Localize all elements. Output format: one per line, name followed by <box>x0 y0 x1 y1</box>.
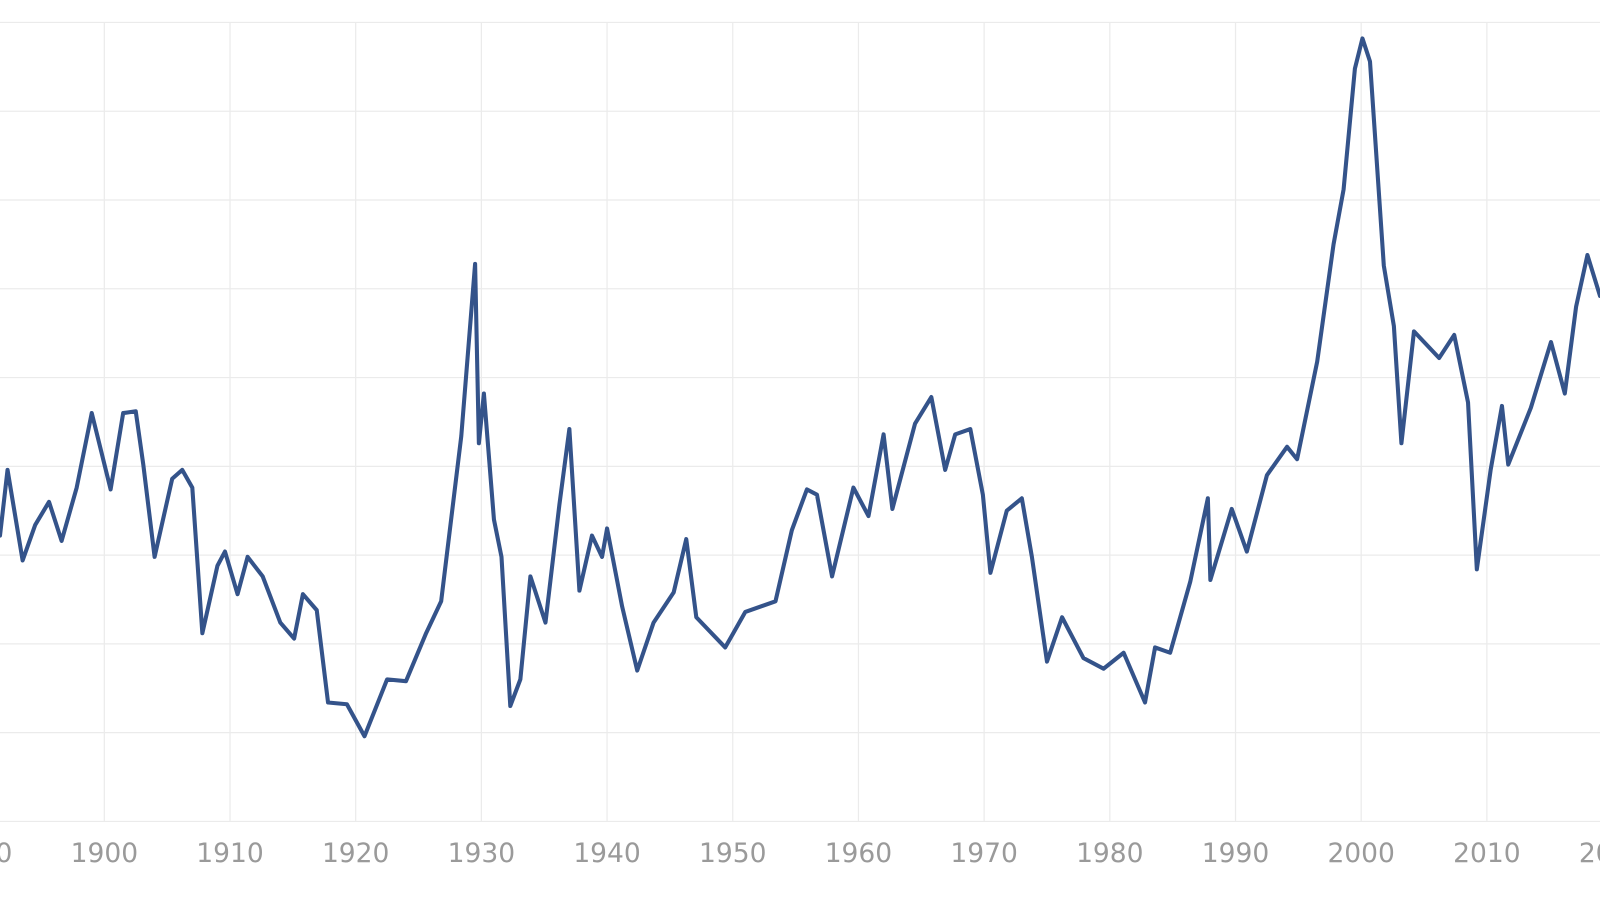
x-tick-label: 1970 <box>950 838 1017 869</box>
x-tick-label: 1920 <box>322 838 389 869</box>
x-tick-label: 2020 <box>1579 838 1600 869</box>
x-tick-label: 1980 <box>1076 838 1143 869</box>
x-tick-label: 1900 <box>71 838 138 869</box>
x-tick-label: 1990 <box>1202 838 1269 869</box>
x-tick-label: 1940 <box>573 838 640 869</box>
x-tick-label: 1910 <box>196 838 263 869</box>
x-tick-label: 1930 <box>448 838 515 869</box>
x-tick-label: 1890 <box>0 838 12 869</box>
data-line <box>0 36 1600 739</box>
x-tick-label: 1950 <box>699 838 766 869</box>
x-tick-label: 2010 <box>1453 838 1520 869</box>
x-tick-label: 1960 <box>825 838 892 869</box>
x-tick-label: 2000 <box>1327 838 1394 869</box>
